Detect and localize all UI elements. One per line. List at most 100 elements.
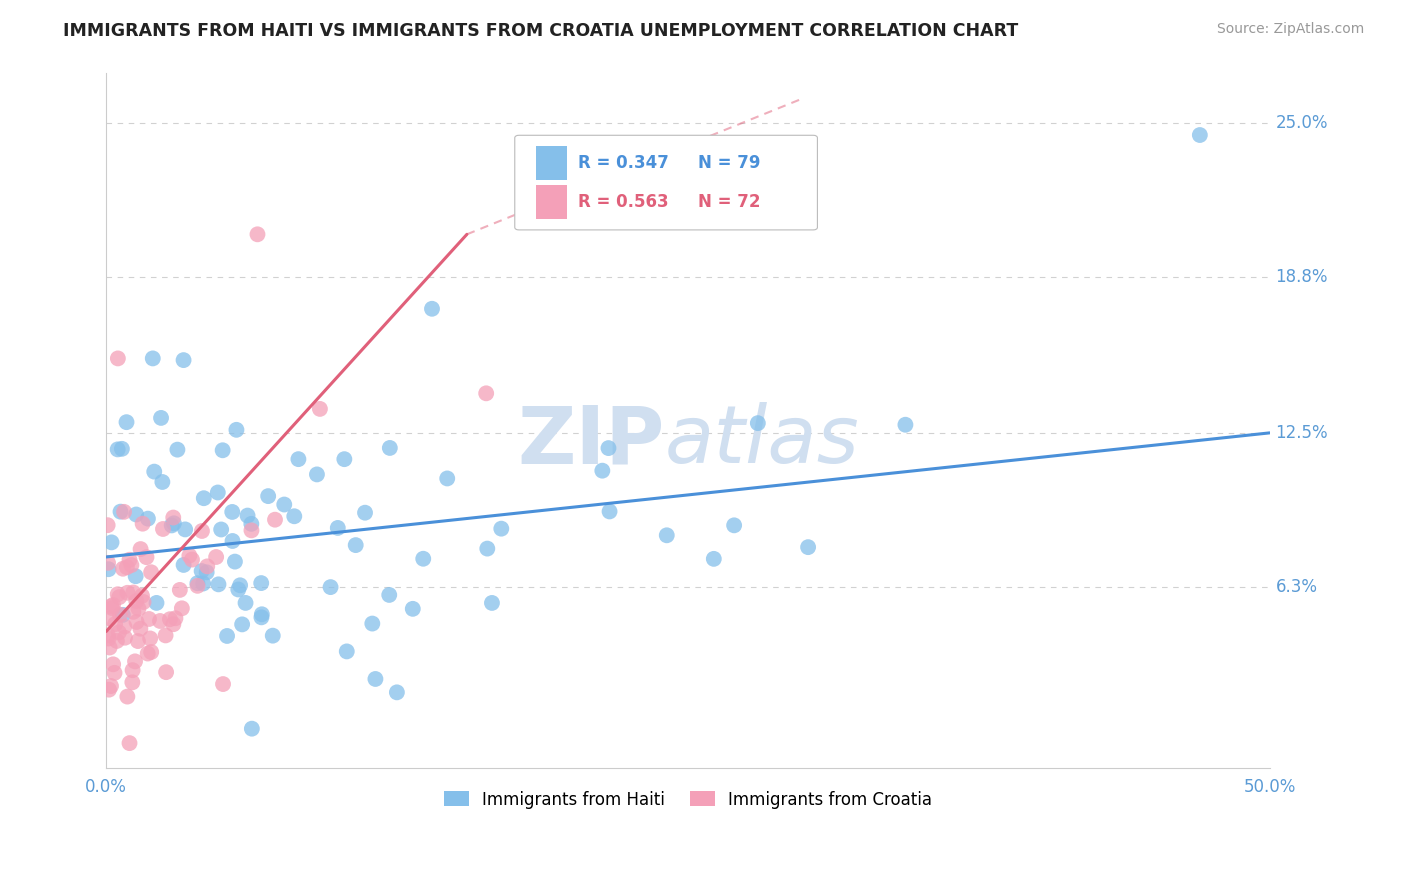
Point [195, 566, 218, 580]
Point [173, 353, 195, 368]
Point [229, 578, 252, 592]
Point [354, 506, 377, 520]
Point [97, 632, 120, 646]
Point [385, 685, 408, 699]
Point [179, 549, 201, 563]
Point [336, 644, 359, 658]
Point [104, 617, 127, 632]
Point [224, 555, 246, 569]
Point [481, 596, 503, 610]
Point [747, 416, 769, 430]
Point [326, 521, 349, 535]
Point [136, 647, 159, 661]
Point [209, 523, 232, 537]
Point [118, 553, 141, 567]
Point [655, 528, 678, 542]
Text: ZIP: ZIP [517, 402, 665, 480]
Point [221, 533, 243, 548]
Point [101, 601, 124, 615]
Point [101, 657, 124, 672]
Point [599, 504, 621, 518]
Point [129, 622, 152, 636]
Point [114, 619, 136, 633]
Point [121, 675, 143, 690]
Point [145, 596, 167, 610]
Point [163, 516, 186, 531]
Point [894, 417, 917, 432]
Point [190, 564, 212, 578]
Text: 6.3%: 6.3% [1275, 578, 1317, 596]
Point [112, 505, 135, 519]
Point [283, 509, 305, 524]
Point [139, 632, 162, 646]
Point [115, 415, 138, 429]
Point [124, 654, 146, 668]
Point [97, 556, 120, 570]
Point [250, 576, 273, 591]
Point [211, 443, 233, 458]
Point [169, 582, 191, 597]
Point [191, 524, 214, 538]
Point [141, 645, 163, 659]
Point [191, 576, 214, 591]
Point [111, 442, 134, 456]
Point [139, 566, 162, 580]
Point [159, 612, 181, 626]
Point [215, 629, 238, 643]
Point [97, 628, 120, 642]
Text: IMMIGRANTS FROM HAITI VS IMMIGRANTS FROM CROATIA UNEMPLOYMENT CORRELATION CHART: IMMIGRANTS FROM HAITI VS IMMIGRANTS FROM… [63, 22, 1018, 40]
Point [160, 518, 183, 533]
Text: Source: ZipAtlas.com: Source: ZipAtlas.com [1216, 22, 1364, 37]
Point [107, 351, 129, 366]
Text: R = 0.563: R = 0.563 [578, 194, 669, 211]
Point [225, 423, 247, 437]
Point [231, 617, 253, 632]
Point [100, 535, 122, 549]
Point [250, 610, 273, 624]
Point [723, 518, 745, 533]
Point [181, 552, 204, 566]
Point [131, 589, 153, 603]
Point [98, 640, 121, 655]
Text: N = 72: N = 72 [697, 194, 761, 211]
Point [142, 351, 165, 366]
Point [136, 511, 159, 525]
Point [98, 611, 121, 625]
Point [150, 475, 173, 489]
Point [378, 588, 401, 602]
Point [127, 601, 149, 615]
Point [364, 672, 387, 686]
Point [226, 582, 249, 597]
Point [131, 516, 153, 531]
Point [155, 665, 177, 680]
Point [108, 625, 131, 640]
Point [122, 605, 145, 619]
Point [117, 690, 139, 704]
Point [170, 601, 193, 615]
Point [477, 541, 499, 556]
Point [212, 677, 235, 691]
Point [273, 498, 295, 512]
Text: R = 0.347: R = 0.347 [578, 154, 669, 172]
Point [264, 513, 287, 527]
Point [402, 602, 425, 616]
Point [120, 558, 142, 573]
Point [115, 560, 138, 574]
Point [236, 508, 259, 523]
Point [319, 580, 342, 594]
Point [114, 631, 136, 645]
Point [155, 628, 177, 642]
Point [125, 615, 148, 629]
Point [111, 607, 134, 622]
Point [125, 508, 148, 522]
Text: 25.0%: 25.0% [1275, 113, 1329, 132]
Point [235, 596, 257, 610]
Point [98, 682, 121, 697]
Point [100, 679, 122, 693]
Text: 18.8%: 18.8% [1275, 268, 1329, 285]
Point [797, 540, 820, 554]
Point [240, 722, 263, 736]
Point [162, 510, 184, 524]
Point [162, 617, 184, 632]
Point [344, 538, 367, 552]
